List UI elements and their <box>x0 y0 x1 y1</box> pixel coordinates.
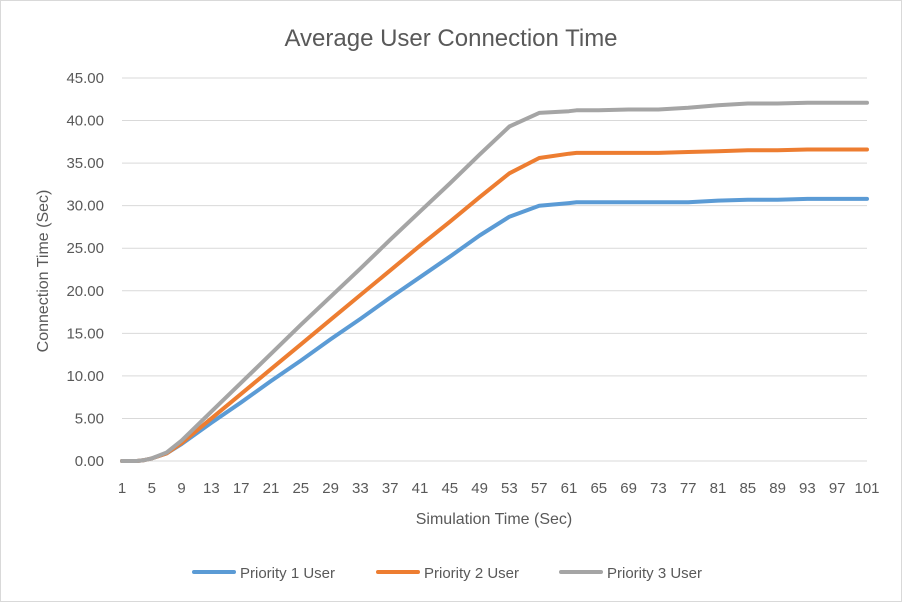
x-tick-label: 37 <box>382 480 399 497</box>
y-tick-labels: 0.00 5.00 10.00 15.00 20.00 25.00 30.00 35.00 40… <box>66 70 104 470</box>
y-tick-label: 40.00 <box>66 113 104 130</box>
legend: Priority 1 User Priority 2 User Priority 3… <box>192 565 702 582</box>
y-tick-label: 45.00 <box>66 70 104 87</box>
x-tick-label: 1 <box>118 480 126 497</box>
legend-label: Priority 2 User <box>424 565 519 582</box>
y-tick-label: 20.00 <box>66 283 104 300</box>
x-axis-title: Simulation Time (Sec) <box>416 511 573 528</box>
x-tick-label: 57 <box>531 480 548 497</box>
x-tick-label: 49 <box>471 480 488 497</box>
y-tick-label: 10.00 <box>66 368 104 385</box>
x-tick-label: 89 <box>769 480 786 497</box>
x-tick-label: 69 <box>620 480 637 497</box>
x-tick-label: 13 <box>203 480 220 497</box>
x-tick-label: 97 <box>829 480 846 497</box>
x-tick-label: 81 <box>710 480 727 497</box>
series-line-priority-1 <box>120 196 869 463</box>
x-tick-label: 85 <box>739 480 756 497</box>
x-tick-label: 9 <box>177 480 185 497</box>
y-tick-label: 25.00 <box>66 240 104 257</box>
chart-title: Average User Connection Time <box>284 25 617 52</box>
gridlines <box>122 77 867 462</box>
y-axis-title: Connection Time (Sec) <box>35 190 52 353</box>
legend-item-priority-3: Priority 3 User <box>559 565 702 582</box>
x-tick-label: 29 <box>322 480 339 497</box>
x-tick-label: 33 <box>352 480 369 497</box>
legend-label: Priority 3 User <box>607 565 702 582</box>
y-tick-label: 15.00 <box>66 325 104 342</box>
x-tick-label: 25 <box>292 480 309 497</box>
x-tick-label: 93 <box>799 480 816 497</box>
x-tick-label: 5 <box>148 480 156 497</box>
y-tick-label: 35.00 <box>66 155 104 172</box>
x-tick-labels: 1 5 9 13 17 21 25 29 33 37 41 45 49 53 57 61 65 69 73 77 81 8… <box>118 480 880 497</box>
x-tick-label: 101 <box>854 480 879 497</box>
series-lines <box>120 100 869 463</box>
x-tick-label: 77 <box>680 480 697 497</box>
series-line-priority-3 <box>120 100 869 463</box>
x-tick-label: 17 <box>233 480 250 497</box>
legend-item-priority-2: Priority 2 User <box>376 565 519 582</box>
x-tick-label: 41 <box>412 480 429 497</box>
x-tick-label: 21 <box>263 480 280 497</box>
x-tick-label: 65 <box>590 480 607 497</box>
x-tick-label: 45 <box>441 480 458 497</box>
y-tick-label: 0.00 <box>75 453 104 470</box>
x-tick-label: 61 <box>561 480 578 497</box>
x-tick-label: 53 <box>501 480 518 497</box>
y-tick-label: 5.00 <box>75 410 104 427</box>
legend-item-priority-1: Priority 1 User <box>192 565 335 582</box>
y-tick-label: 30.00 <box>66 198 104 215</box>
series-line-priority-2 <box>120 147 869 463</box>
x-tick-label: 73 <box>650 480 667 497</box>
legend-label: Priority 1 User <box>240 565 335 582</box>
